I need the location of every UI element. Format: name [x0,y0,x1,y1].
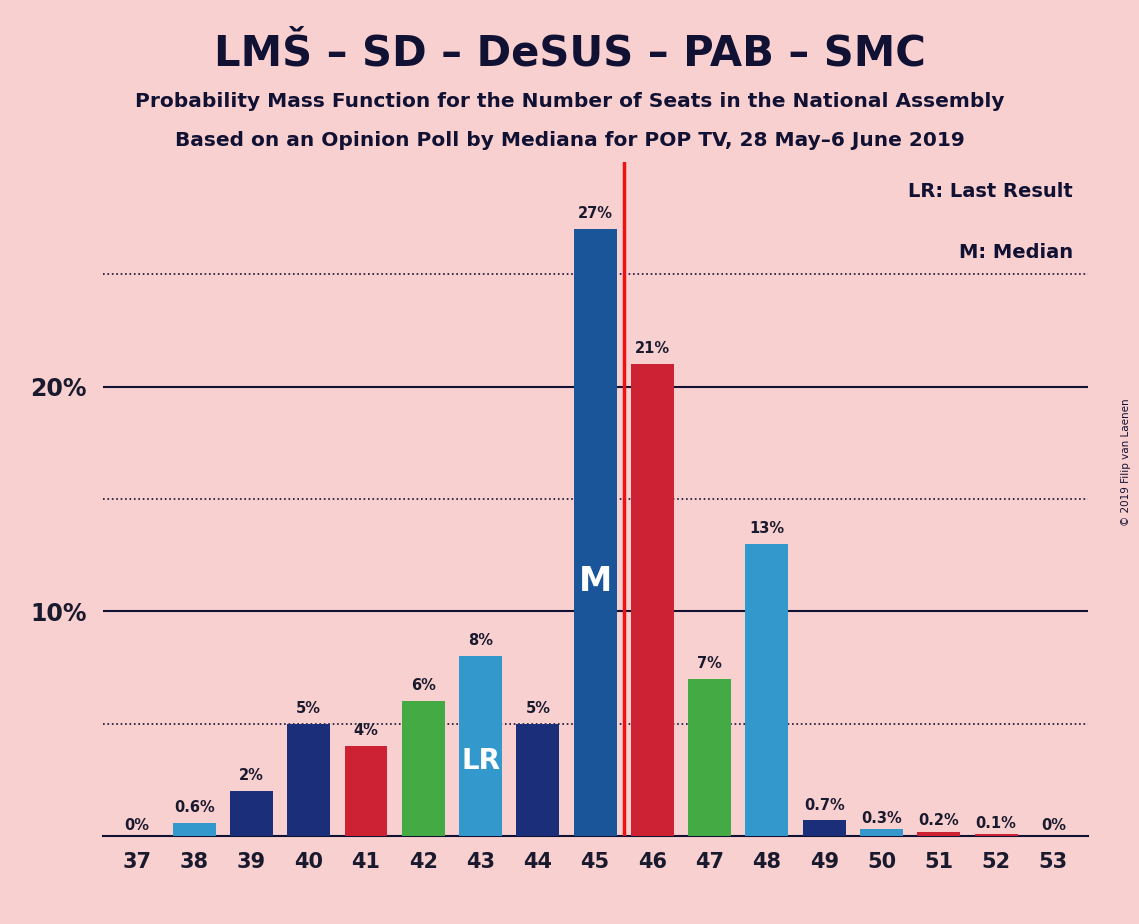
Text: 0.2%: 0.2% [918,813,959,828]
Bar [574,229,616,836]
Text: © 2019 Filip van Laenen: © 2019 Filip van Laenen [1121,398,1131,526]
Bar [917,832,960,836]
Text: 0.1%: 0.1% [976,816,1016,831]
Text: Based on an Opinion Poll by Mediana for POP TV, 28 May–6 June 2019: Based on an Opinion Poll by Mediana for … [174,131,965,151]
Bar [287,723,330,836]
Text: M: M [579,565,612,598]
Text: Probability Mass Function for the Number of Seats in the National Assembly: Probability Mass Function for the Number… [134,92,1005,112]
Bar [230,791,273,836]
Text: 5%: 5% [525,701,550,716]
Text: LR: Last Result: LR: Last Result [908,182,1073,201]
Bar [860,830,903,836]
Bar [459,656,502,836]
Bar [975,834,1017,836]
Text: 0.3%: 0.3% [861,811,902,826]
Text: 0.7%: 0.7% [804,797,845,812]
Text: M: Median: M: Median [959,243,1073,261]
Text: 0.6%: 0.6% [174,800,214,815]
Text: 8%: 8% [468,634,493,649]
Text: 2%: 2% [239,769,264,784]
Bar [344,747,387,836]
Bar [803,821,846,836]
Text: 0%: 0% [124,818,149,833]
Text: LR: LR [461,747,500,774]
Text: 5%: 5% [296,701,321,716]
Text: 21%: 21% [634,341,670,356]
Bar [746,544,788,836]
Text: 27%: 27% [577,206,613,221]
Text: LMŠ – SD – DeSUS – PAB – SMC: LMŠ – SD – DeSUS – PAB – SMC [214,32,925,74]
Text: 4%: 4% [353,723,378,738]
Text: 7%: 7% [697,656,722,671]
Bar [631,364,674,836]
Text: 6%: 6% [411,678,436,693]
Bar [688,679,731,836]
Bar [173,822,215,836]
Text: 13%: 13% [749,521,785,536]
Bar [516,723,559,836]
Bar [402,701,444,836]
Text: 0%: 0% [1041,818,1066,833]
